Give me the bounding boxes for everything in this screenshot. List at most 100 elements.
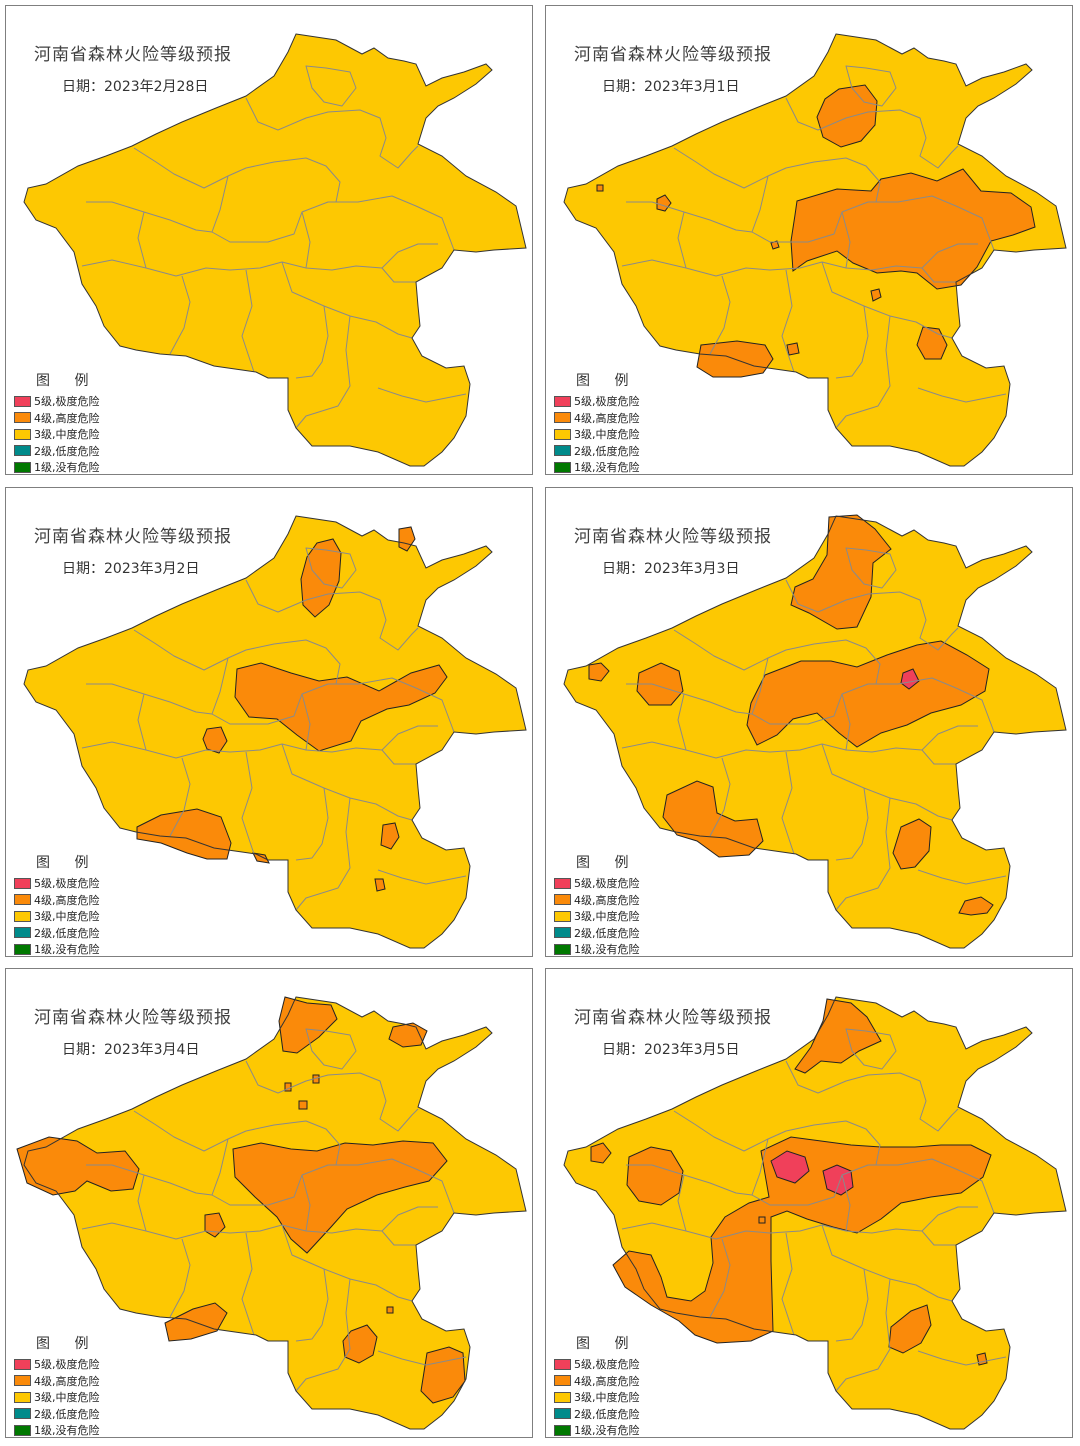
legend-item: 4级,高度危险 — [554, 410, 704, 427]
city-boundaries — [81, 1028, 467, 1392]
province-shape — [24, 516, 526, 948]
extreme-risk-zone — [770, 1150, 810, 1184]
legend-item: 2级,低度危险 — [554, 925, 704, 942]
legend-item: 2级,低度危险 — [14, 925, 164, 942]
legend-item: 5级,极度危险 — [14, 875, 164, 892]
high-risk-zone — [758, 1216, 766, 1224]
legend-label: 4级,高度危险 — [34, 1374, 100, 1388]
henan-map — [563, 33, 1067, 467]
legend: 图 例 5级,极度危险 4级,高度危险 3级,中度危险 2级,低度危险 1级,没有危险 — [554, 852, 704, 956]
forecast-map-panel-2: 河南省森林火险等级预报 日期：2023年3月1日 图 例 5级,极度危险 4级,高… — [545, 5, 1073, 475]
legend-swatch — [14, 412, 31, 424]
legend-label: 5级,极度危险 — [34, 877, 100, 891]
legend-label: 4级,高度危险 — [574, 1374, 640, 1388]
legend-label: 1级,没有危险 — [574, 1424, 640, 1438]
legend-item: 3级,中度危险 — [554, 1389, 704, 1406]
province-outline — [563, 996, 1067, 1430]
high-risk-zone — [342, 1324, 378, 1364]
legend-label: 1级,没有危险 — [34, 943, 100, 957]
province-shape — [564, 516, 1066, 948]
city-boundaries — [81, 547, 467, 911]
legend-item: 4级,高度危险 — [554, 892, 704, 909]
legend-swatch — [554, 943, 571, 955]
high-risk-zone — [816, 84, 878, 148]
legend-label: 2级,低度危险 — [574, 926, 640, 940]
province-outline — [563, 33, 1067, 467]
legend-item: 3级,中度危险 — [14, 908, 164, 925]
legend-swatch — [554, 927, 571, 939]
high-risk-zone — [252, 852, 270, 864]
forecast-date: 日期：2023年2月28日 — [62, 79, 209, 95]
legend-swatch — [554, 445, 571, 457]
high-risk-zone — [746, 640, 990, 748]
risk-zones — [588, 514, 994, 916]
high-risk-zone — [958, 896, 994, 916]
high-risk-zone — [612, 1136, 992, 1344]
high-risk-zone — [588, 662, 610, 682]
high-risk-zone — [636, 662, 684, 706]
legend-item: 4级,高度危险 — [554, 1373, 704, 1390]
legend-title: 图 例 — [576, 373, 639, 389]
legend-swatch — [554, 461, 571, 473]
high-risk-zone — [596, 184, 604, 192]
forecast-map-panel-5: 河南省森林火险等级预报 日期：2023年3月4日 图 例 5级,极度危险 4级,高… — [5, 968, 533, 1438]
legend-label: 5级,极度危险 — [574, 1358, 640, 1372]
high-risk-zone — [278, 996, 338, 1054]
high-risk-zone — [164, 1302, 228, 1342]
legend-label: 3级,中度危险 — [34, 1391, 100, 1405]
forecast-date: 日期：2023年3月3日 — [602, 561, 740, 577]
legend-item: 3级,中度危险 — [554, 426, 704, 443]
legend-label: 2级,低度危险 — [574, 444, 640, 458]
legend-title: 图 例 — [36, 1336, 99, 1352]
legend-label: 4级,高度危险 — [34, 411, 100, 425]
high-risk-zone — [662, 780, 764, 858]
legend-swatch — [14, 943, 31, 955]
legend-item: 3级,中度危险 — [14, 1389, 164, 1406]
forecast-map-panel-6: 河南省森林火险等级预报 日期：2023年3月5日 图 例 5级,极度危险 4级,高… — [545, 968, 1073, 1438]
high-risk-zone — [136, 808, 232, 860]
legend-item: 3级,中度危险 — [14, 426, 164, 443]
henan-map — [563, 514, 1067, 949]
legend: 图 例 5级,极度危险 4级,高度危险 3级,中度危险 2级,低度危险 1级,没有危险 — [554, 1333, 704, 1438]
legend-swatch — [14, 927, 31, 939]
high-risk-zone — [202, 726, 228, 754]
high-risk-zone — [790, 168, 1036, 290]
legend-title: 图 例 — [36, 855, 99, 871]
legend-swatch — [14, 1375, 31, 1387]
legend-swatch — [14, 1391, 31, 1403]
map-title: 河南省森林火险等级预报 — [574, 1008, 772, 1028]
legend-item: 5级,极度危险 — [14, 1356, 164, 1373]
province-shape — [24, 34, 526, 466]
legend-title: 图 例 — [576, 855, 639, 871]
map-title: 河南省森林火险等级预报 — [34, 45, 232, 65]
legend-swatch — [554, 428, 571, 440]
legend-swatch — [554, 910, 571, 922]
legend-item: 1级,没有危险 — [14, 459, 164, 475]
legend-label: 1级,没有危险 — [34, 461, 100, 475]
legend-label: 5级,极度危险 — [574, 877, 640, 891]
legend-swatch — [14, 894, 31, 906]
map-title: 河南省森林火险等级预报 — [34, 527, 232, 547]
legend-label: 2级,低度危险 — [34, 444, 100, 458]
legend-swatch — [14, 1424, 31, 1436]
forecast-map-panel-1: 河南省森林火险等级预报 日期：2023年2月28日 图 例 5级,极度危险 4级,… — [5, 5, 533, 475]
legend: 图 例 5级,极度危险 4级,高度危险 3级,中度危险 2级,低度危险 1级,没有危险 — [14, 370, 164, 475]
legend-label: 3级,中度危险 — [34, 910, 100, 924]
henan-map — [23, 515, 527, 949]
legend-item: 1级,没有危险 — [14, 941, 164, 957]
legend-swatch — [554, 877, 571, 889]
legend-swatch — [14, 877, 31, 889]
legend-swatch — [554, 1358, 571, 1370]
legend-swatch — [14, 1408, 31, 1420]
legend-swatch — [554, 412, 571, 424]
legend-swatch — [14, 428, 31, 440]
legend-item: 1级,没有危险 — [554, 1422, 704, 1438]
forecast-map-panel-4: 河南省森林火险等级预报 日期：2023年3月3日 图 例 5级,极度危险 4级,高… — [545, 487, 1073, 957]
city-boundaries — [81, 65, 467, 429]
legend-item: 4级,高度危险 — [14, 410, 164, 427]
high-risk-zone — [232, 1140, 448, 1254]
legend-swatch — [554, 1408, 571, 1420]
legend-item: 4级,高度危险 — [14, 1373, 164, 1390]
province-outline — [23, 996, 527, 1430]
legend-swatch — [14, 445, 31, 457]
